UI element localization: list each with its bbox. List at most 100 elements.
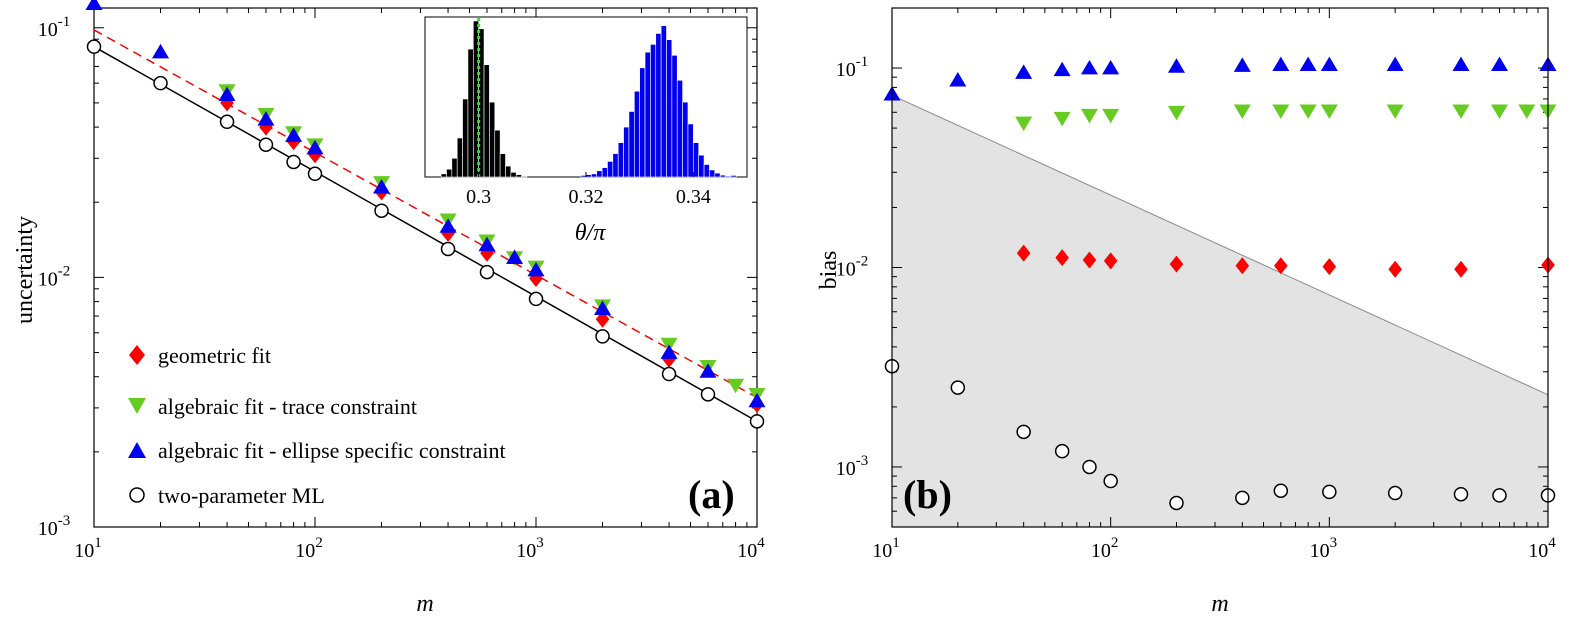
point-algebraic-fit-ellipse-specific-constraint bbox=[285, 127, 303, 142]
point-algebraic-fit-trace-constraint bbox=[1272, 104, 1290, 119]
point-geometric-fit bbox=[1103, 252, 1118, 270]
histogram-bar-two-parameter-ml bbox=[462, 98, 469, 178]
histogram-bar-algebraic-fit-ellipse-specific-constraint bbox=[623, 126, 630, 178]
point-algebraic-fit-trace-constraint bbox=[1386, 104, 1404, 119]
y-tick-exponent: -3 bbox=[58, 513, 71, 529]
x-tick-label: 102 bbox=[295, 535, 323, 562]
data-marks-a bbox=[85, 0, 766, 429]
point-algebraic-fit-trace-constraint bbox=[1080, 108, 1098, 124]
point-algebraic-fit-trace-constraint bbox=[1452, 104, 1470, 119]
data-marks-b bbox=[883, 56, 1557, 511]
point-geometric-fit bbox=[1055, 249, 1069, 267]
x-tick-exponent: 3 bbox=[1330, 535, 1338, 551]
point-algebraic-fit-ellipse-specific-constraint bbox=[594, 300, 612, 315]
y-tick-label: 10-2 bbox=[38, 263, 71, 290]
point-algebraic-fit-ellipse-specific-constraint bbox=[1053, 61, 1071, 77]
point-two-parameter-ml bbox=[307, 166, 323, 182]
point-geometric-fit bbox=[1274, 257, 1288, 275]
x-axis-title-a: m bbox=[416, 591, 433, 617]
x-tick-label: 102 bbox=[1091, 535, 1119, 562]
inset-histogram: 0.3 0.32 0.34 θ/π bbox=[424, 16, 748, 246]
y-tick-exponent: -1 bbox=[58, 14, 71, 30]
point-two-parameter-ml bbox=[528, 291, 544, 307]
y-tick-exponent: -1 bbox=[856, 54, 869, 70]
histogram-bar-two-parameter-ml bbox=[494, 129, 501, 178]
histogram-bar-algebraic-fit-ellipse-specific-constraint bbox=[585, 174, 592, 178]
x-tick-exponent: 2 bbox=[315, 535, 323, 551]
y-tick-exponent: -2 bbox=[58, 263, 71, 279]
histogram-bar-two-parameter-ml bbox=[499, 153, 506, 178]
point-two-parameter-ml bbox=[479, 264, 495, 280]
histogram-bar-two-parameter-ml bbox=[521, 175, 528, 178]
inset-bars bbox=[440, 18, 737, 178]
point-algebraic-fit-trace-constraint bbox=[1102, 108, 1120, 124]
histogram-bar-two-parameter-ml bbox=[451, 157, 458, 178]
point-geometric-fit bbox=[1454, 260, 1468, 278]
x-tick-label: 103 bbox=[1310, 535, 1338, 562]
histogram-bar-two-parameter-ml bbox=[489, 101, 496, 178]
inset-tick-label: 0.32 bbox=[569, 186, 604, 208]
point-algebraic-fit-ellipse-specific-constraint bbox=[306, 139, 324, 155]
x-tick-label: 104 bbox=[1528, 535, 1556, 562]
point-two-parameter-ml bbox=[374, 203, 389, 218]
point-geometric-fit bbox=[1016, 244, 1031, 262]
legend-label-two-parameter-ml: two-parameter ML bbox=[158, 483, 325, 508]
histogram-bar-algebraic-fit-ellipse-specific-constraint bbox=[644, 51, 651, 178]
fit-line-two-parameter-ml-guide bbox=[93, 46, 758, 423]
inset-tick-label: 0.3 bbox=[466, 186, 491, 208]
point-algebraic-fit-ellipse-specific-constraint bbox=[85, 0, 103, 10]
histogram-bar-algebraic-fit-ellipse-specific-constraint bbox=[725, 175, 732, 178]
point-two-parameter-ml bbox=[440, 241, 456, 257]
point-geometric-fit bbox=[1388, 260, 1402, 278]
histogram-bar-two-parameter-ml bbox=[456, 137, 463, 178]
point-algebraic-fit-ellipse-specific-constraint bbox=[949, 72, 967, 87]
point-algebraic-fit-ellipse-specific-constraint bbox=[218, 86, 236, 101]
legend-marker-geometric-fit bbox=[129, 345, 145, 365]
point-two-parameter-ml bbox=[1169, 495, 1184, 511]
point-algebraic-fit-ellipse-specific-constraint bbox=[527, 261, 545, 277]
histogram-bar-two-parameter-ml bbox=[440, 173, 447, 178]
histogram-bar-algebraic-fit-ellipse-specific-constraint bbox=[698, 154, 705, 178]
point-two-parameter-ml bbox=[1235, 490, 1250, 506]
histogram-bar-algebraic-fit-ellipse-specific-constraint bbox=[612, 153, 619, 178]
point-two-parameter-ml bbox=[1322, 484, 1337, 500]
point-two-parameter-ml bbox=[286, 154, 301, 170]
histogram-bar-algebraic-fit-ellipse-specific-constraint bbox=[591, 173, 598, 178]
histogram-bar-algebraic-fit-ellipse-specific-constraint bbox=[693, 142, 699, 178]
y-tick-label: 10-3 bbox=[836, 453, 869, 480]
y-tick-label: 10-1 bbox=[38, 14, 71, 41]
point-geometric-fit bbox=[1322, 258, 1337, 276]
point-algebraic-fit-ellipse-specific-constraint bbox=[478, 236, 496, 252]
point-algebraic-fit-trace-constraint bbox=[1320, 104, 1338, 119]
histogram-bar-algebraic-fit-ellipse-specific-constraint bbox=[730, 175, 737, 178]
histogram-bar-algebraic-fit-ellipse-specific-constraint bbox=[714, 172, 721, 178]
histogram-bar-algebraic-fit-ellipse-specific-constraint bbox=[655, 33, 662, 178]
legend-marker-two-parameter-ml bbox=[129, 487, 145, 503]
histogram-bar-algebraic-fit-ellipse-specific-constraint bbox=[607, 161, 614, 178]
point-algebraic-fit-ellipse-specific-constraint bbox=[257, 111, 275, 126]
point-two-parameter-ml bbox=[661, 366, 677, 382]
point-algebraic-fit-trace-constraint bbox=[1053, 111, 1071, 127]
point-algebraic-fit-ellipse-specific-constraint bbox=[1386, 56, 1404, 72]
point-algebraic-fit-trace-constraint bbox=[1167, 105, 1185, 121]
point-geometric-fit bbox=[1082, 251, 1097, 269]
point-two-parameter-ml bbox=[950, 380, 966, 395]
point-geometric-fit bbox=[1235, 257, 1250, 275]
panel-label-a: (a) bbox=[688, 472, 735, 517]
histogram-bar-two-parameter-ml bbox=[483, 64, 490, 178]
y-tick-exponent: -3 bbox=[856, 453, 869, 469]
legend-marker-algebraic-ellipse bbox=[128, 442, 146, 458]
point-two-parameter-ml bbox=[1273, 483, 1289, 498]
point-algebraic-fit-ellipse-specific-constraint bbox=[1490, 56, 1508, 72]
x-tick-exponent: 1 bbox=[94, 535, 102, 551]
histogram-bar-algebraic-fit-ellipse-specific-constraint bbox=[671, 55, 678, 178]
histogram-bar-algebraic-fit-ellipse-specific-constraint bbox=[709, 169, 716, 178]
x-tick-exponent: 4 bbox=[757, 535, 765, 551]
point-algebraic-fit-ellipse-specific-constraint bbox=[439, 218, 457, 233]
point-two-parameter-ml bbox=[749, 414, 765, 429]
axis-ticks-a: 101 102 103 104 10-3 10-2 10-1 bbox=[38, 8, 765, 562]
panel-a: 101 102 103 104 10-3 10-2 10-1 geometric fit a… bbox=[12, 0, 766, 617]
histogram-bar-algebraic-fit-ellipse-specific-constraint bbox=[682, 101, 689, 178]
inset-tick-label: 0.34 bbox=[676, 186, 711, 208]
x-tick-exponent: 2 bbox=[1111, 535, 1119, 551]
